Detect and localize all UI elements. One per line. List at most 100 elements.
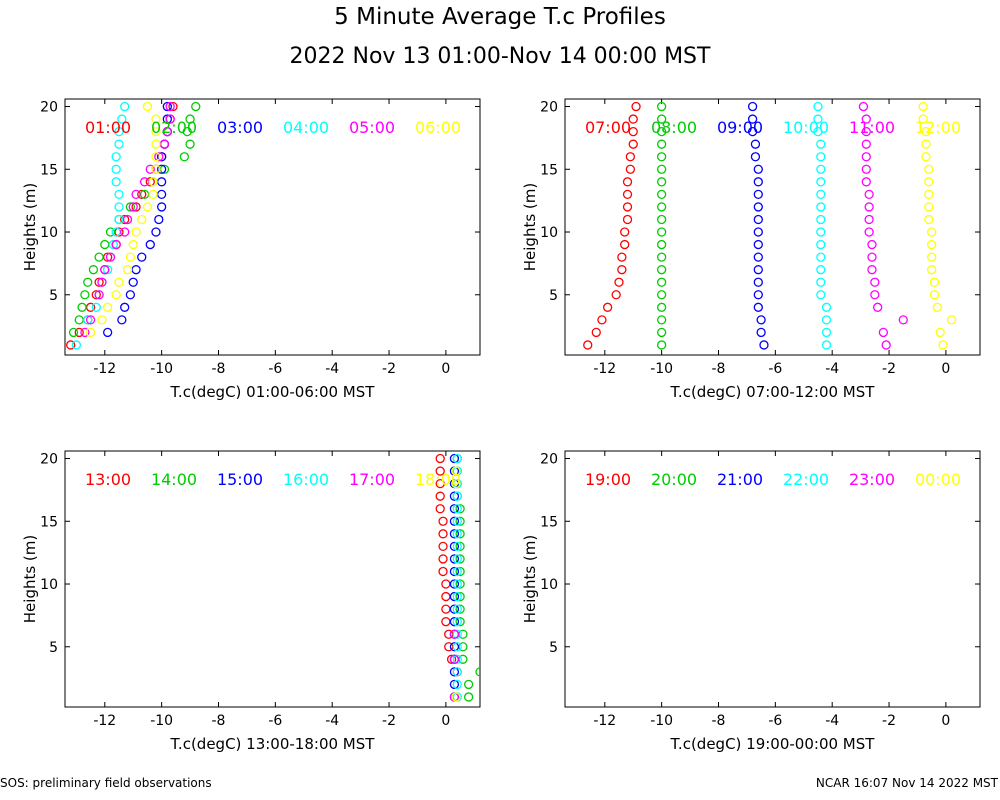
legend-label: 15:00: [217, 470, 263, 489]
x-tick-label: -6: [768, 361, 782, 377]
chart-title: 5 Minute Average T.c Profiles: [334, 4, 666, 30]
data-point: [451, 478, 461, 489]
data-point: [816, 164, 826, 174]
data-point: [111, 177, 121, 187]
data-point: [867, 239, 877, 250]
data-point: [449, 679, 460, 690]
data-point: [120, 302, 130, 312]
x-tick-label: -2: [382, 361, 396, 377]
data-point: [614, 277, 624, 287]
x-axis-label: T.c(degC) 19:00-00:00 MST: [670, 735, 876, 753]
data-point: [759, 340, 769, 350]
y-tick-label: 15: [40, 514, 58, 530]
data-point: [628, 114, 638, 124]
data-point: [438, 541, 448, 552]
data-point: [455, 554, 465, 564]
x-tick-label: -8: [712, 713, 726, 729]
y-axis-label: Heights (m): [21, 183, 39, 271]
data-point: [656, 239, 667, 250]
data-point: [449, 541, 460, 552]
data-point: [449, 579, 460, 589]
data-point: [747, 114, 758, 124]
data-point: [753, 227, 763, 237]
data-point: [120, 214, 130, 225]
legend-label: 00:00: [915, 470, 961, 489]
data-point: [449, 629, 460, 639]
data-point: [816, 290, 826, 300]
data-point: [656, 189, 667, 200]
legend-label: 14:00: [151, 470, 197, 489]
data-point: [816, 152, 826, 162]
y-tick-label: 10: [40, 577, 58, 593]
data-point: [452, 642, 462, 652]
data-point: [656, 164, 667, 174]
data-point: [80, 290, 90, 300]
data-point: [125, 202, 136, 212]
data-point: [455, 617, 465, 627]
data-point: [927, 227, 937, 237]
data-point: [861, 139, 871, 149]
legend-label: 13:00: [85, 470, 131, 489]
data-point: [452, 667, 462, 677]
data-point: [452, 491, 462, 501]
data-point: [452, 654, 462, 664]
data-point: [111, 290, 121, 300]
data-point: [438, 516, 448, 526]
data-point: [151, 126, 161, 137]
data-point: [821, 327, 832, 338]
data-point: [156, 189, 167, 200]
data-point: [128, 202, 138, 212]
data-point: [753, 252, 763, 262]
data-point: [816, 265, 826, 275]
data-point: [816, 227, 826, 237]
data-point: [918, 101, 928, 112]
data-point: [861, 152, 871, 162]
legend-label: 21:00: [717, 470, 763, 489]
y-tick-label: 5: [49, 640, 58, 656]
data-point: [747, 126, 758, 137]
y-tick-label: 10: [540, 577, 558, 593]
data-point: [148, 177, 158, 187]
data-point: [656, 290, 667, 300]
data-point: [111, 239, 121, 250]
x-axis-label: T.c(degC) 01:00-06:00 MST: [170, 383, 376, 401]
data-point: [611, 290, 621, 300]
data-point: [451, 692, 461, 702]
x-tick-label: -2: [382, 713, 396, 729]
x-tick-label: -2: [882, 361, 896, 377]
data-point: [185, 139, 195, 149]
data-point: [446, 654, 457, 664]
x-tick-label: -4: [325, 361, 339, 377]
data-point: [151, 139, 161, 149]
data-point: [91, 302, 101, 312]
data-point: [455, 504, 465, 514]
x-tick-label: -4: [325, 713, 339, 729]
data-point: [622, 177, 633, 187]
data-point: [441, 617, 451, 627]
data-point: [656, 126, 667, 137]
data-point: [151, 164, 161, 174]
data-point: [813, 101, 823, 112]
data-point: [597, 315, 607, 325]
data-point: [870, 290, 880, 300]
data-point: [602, 302, 613, 312]
data-point: [927, 252, 937, 262]
data-point: [162, 101, 172, 112]
data-point: [656, 252, 667, 262]
data-point: [617, 252, 627, 262]
data-point: [821, 340, 832, 350]
data-point: [449, 566, 460, 577]
data-point: [111, 152, 121, 162]
x-tick-label: -4: [825, 713, 839, 729]
data-point: [156, 202, 167, 212]
x-tick-label: -8: [212, 361, 226, 377]
data-point: [162, 114, 172, 124]
y-tick-label: 5: [549, 640, 558, 656]
data-point: [747, 101, 758, 112]
x-tick-label: -12: [593, 713, 616, 729]
data-point: [452, 604, 462, 614]
data-point: [449, 604, 460, 614]
data-point: [156, 152, 167, 162]
data-point: [142, 101, 153, 112]
